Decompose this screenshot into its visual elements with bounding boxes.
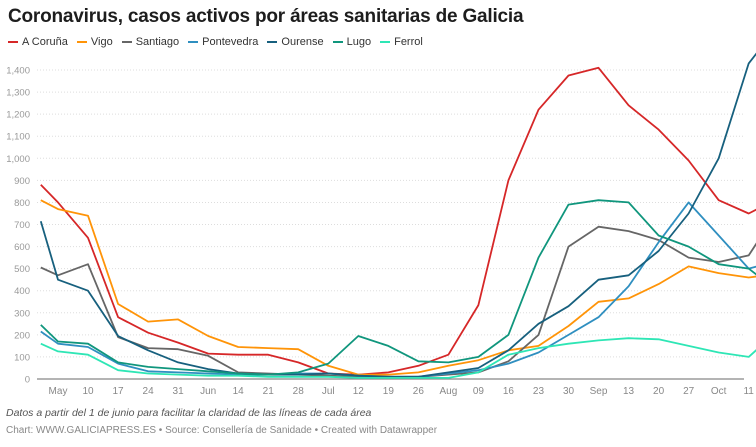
legend-item-ferrol: Ferrol <box>380 36 423 48</box>
x-tick-label: 28 <box>293 386 305 397</box>
y-tick-label: 200 <box>14 330 30 341</box>
legend: A Coruña Vigo Santiago Pontevedra Ourens… <box>8 36 423 48</box>
legend-label: Pontevedra <box>202 36 259 48</box>
legend-item-vigo: Vigo <box>76 36 113 48</box>
y-tick-label: 1,200 <box>6 110 30 121</box>
y-tick-label: 0 <box>25 375 30 386</box>
legend-label: Santiago <box>135 36 180 48</box>
x-tick-label: 10 <box>82 386 94 397</box>
legend-label: Lugo <box>346 36 372 48</box>
x-tick-label: 21 <box>263 386 275 397</box>
x-tick-label: 13 <box>623 386 635 397</box>
legend-swatch <box>380 41 391 43</box>
x-tick-label: 23 <box>533 386 545 397</box>
x-tick-label: 17 <box>112 386 124 397</box>
legend-label: Ferrol <box>394 36 423 48</box>
x-tick-label: Jul <box>322 386 335 397</box>
series-line-a-coru-a <box>40 66 756 376</box>
x-tick-label: 19 <box>383 386 395 397</box>
legend-swatch <box>76 41 87 43</box>
legend-swatch <box>267 41 278 43</box>
legend-label: A Coruña <box>22 36 68 48</box>
legend-item-pontevedra: Pontevedra <box>188 36 258 48</box>
legend-item-ourense: Ourense <box>267 36 324 48</box>
chart-title: Coronavirus, casos activos por áreas san… <box>8 6 524 27</box>
x-tick-label: 11 <box>743 386 754 397</box>
x-tick-label: Sep <box>590 386 608 397</box>
legend-swatch <box>332 41 343 43</box>
series-line-lugo <box>40 199 756 376</box>
x-tick-label: 24 <box>143 386 155 397</box>
series-line-santiago <box>40 225 756 378</box>
series-line-ferrol <box>40 337 756 379</box>
chart-credit: Chart: WWW.GALICIAPRESS.ES • Source: Con… <box>6 425 438 436</box>
x-tick-label: 16 <box>503 386 515 397</box>
legend-label: Vigo <box>90 36 113 48</box>
x-tick-label: 30 <box>563 386 575 397</box>
chart-note: Datos a partir del 1 de junio para facil… <box>6 407 372 419</box>
series-line-vigo <box>40 199 756 376</box>
y-tick-label: 600 <box>14 242 30 253</box>
y-tick-label: 500 <box>14 264 30 275</box>
y-tick-label: 900 <box>14 176 30 187</box>
x-tick-label: 14 <box>233 386 245 397</box>
legend-swatch <box>8 41 18 43</box>
x-tick-label: Jun <box>200 386 216 397</box>
legend-swatch <box>121 41 132 43</box>
x-tick-label: May <box>49 386 68 397</box>
y-tick-label: 1,100 <box>6 132 30 143</box>
y-tick-label: 1,300 <box>6 88 30 99</box>
y-tick-label: 100 <box>14 352 30 363</box>
x-tick-label: 27 <box>683 386 695 397</box>
x-tick-label: Oct <box>711 386 727 397</box>
legend-item-santiago: Santiago <box>121 36 180 48</box>
x-tick-label: 20 <box>653 386 665 397</box>
legend-swatch <box>188 41 199 43</box>
y-tick-label: 1,000 <box>6 154 30 165</box>
legend-item-a-coruna: A Coruña <box>8 36 68 48</box>
y-tick-label: 300 <box>14 308 30 319</box>
x-tick-label: 26 <box>413 386 425 397</box>
series-line-ourense <box>39 52 756 378</box>
x-tick-label: 31 <box>173 386 185 397</box>
y-tick-label: 1,400 <box>6 66 30 77</box>
legend-item-lugo: Lugo <box>332 36 372 48</box>
x-tick-label: Aug <box>439 386 457 397</box>
y-tick-label: 400 <box>14 286 30 297</box>
legend-label: Ourense <box>281 36 324 48</box>
y-tick-label: 700 <box>14 220 30 231</box>
x-tick-label: 09 <box>473 386 485 397</box>
x-tick-label: 12 <box>353 386 365 397</box>
y-tick-label: 800 <box>14 198 30 209</box>
